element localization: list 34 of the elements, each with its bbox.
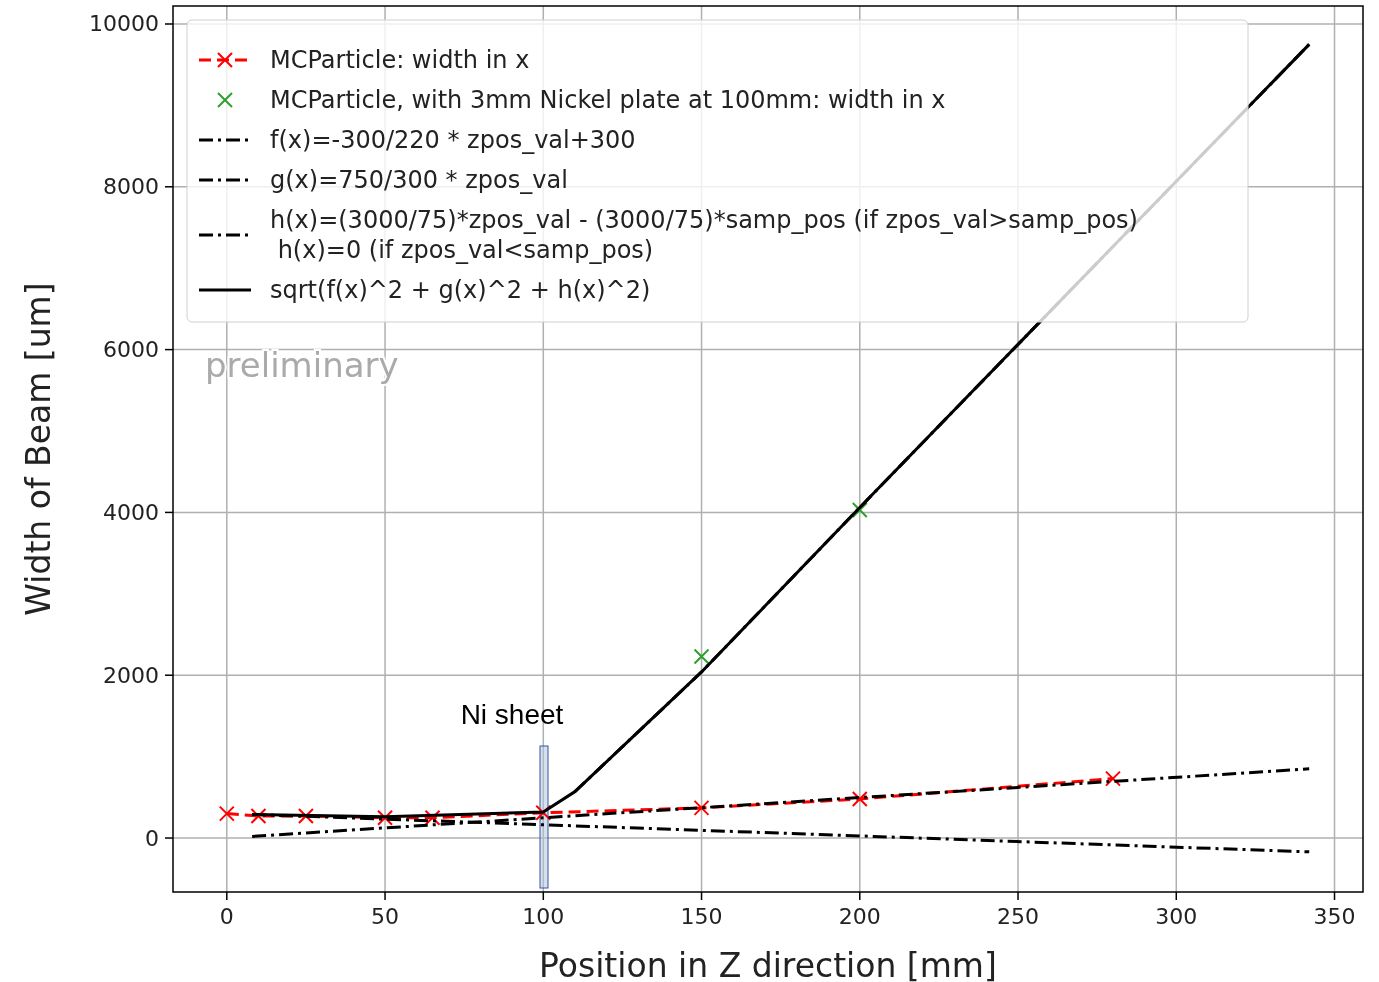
legend-label: f(x)=-300/220 * zpos_val+300 xyxy=(270,126,636,154)
x-tick-label: 300 xyxy=(1155,904,1198,929)
x-tick-label: 200 xyxy=(838,904,881,929)
y-tick-label: 6000 xyxy=(103,337,159,363)
point xyxy=(535,804,552,821)
x-tick-label: 100 xyxy=(522,904,565,929)
legend-label: MCParticle: width in x xyxy=(270,46,530,74)
y-tick-label: 0 xyxy=(145,825,159,851)
legend-label: g(x)=750/300 * zpos_val xyxy=(270,166,568,194)
legend-label: MCParticle, with 3mm Nickel plate at 100mm: width in x xyxy=(270,86,946,114)
y-tick-label: 2000 xyxy=(103,662,159,688)
x-tick-label: 150 xyxy=(680,904,723,929)
point xyxy=(218,805,235,822)
x-tick-label: 350 xyxy=(1313,904,1356,929)
legend-label: sqrt(f(x)^2 + g(x)^2 + h(x)^2) xyxy=(270,276,651,304)
x-tick-label: 0 xyxy=(219,904,234,929)
y-tick-label: 4000 xyxy=(103,499,159,525)
legend-label: h(x)=(3000/75)*zpos_val - (3000/75)*samp_pos (if zpos_val>samp_pos) h(x)=0 (if zpos_val<samp_pos) xyxy=(270,206,1138,264)
point xyxy=(851,790,868,807)
x-axis-title: Position in Z direction [mm] xyxy=(539,946,997,982)
y-axis-title: Width of Beam [um] xyxy=(19,282,58,616)
x-tick-label: 50 xyxy=(371,904,400,929)
point xyxy=(250,808,267,825)
y-tick-label: 10000 xyxy=(89,11,159,37)
annotation: Ni sheet xyxy=(460,699,564,730)
x-tick-label: 250 xyxy=(997,904,1040,929)
point xyxy=(693,799,710,816)
point xyxy=(297,808,314,825)
point xyxy=(693,648,710,665)
y-tick-label: 8000 xyxy=(103,174,159,200)
point xyxy=(1104,770,1121,787)
point xyxy=(377,809,394,826)
point xyxy=(851,501,868,518)
point xyxy=(424,809,441,826)
